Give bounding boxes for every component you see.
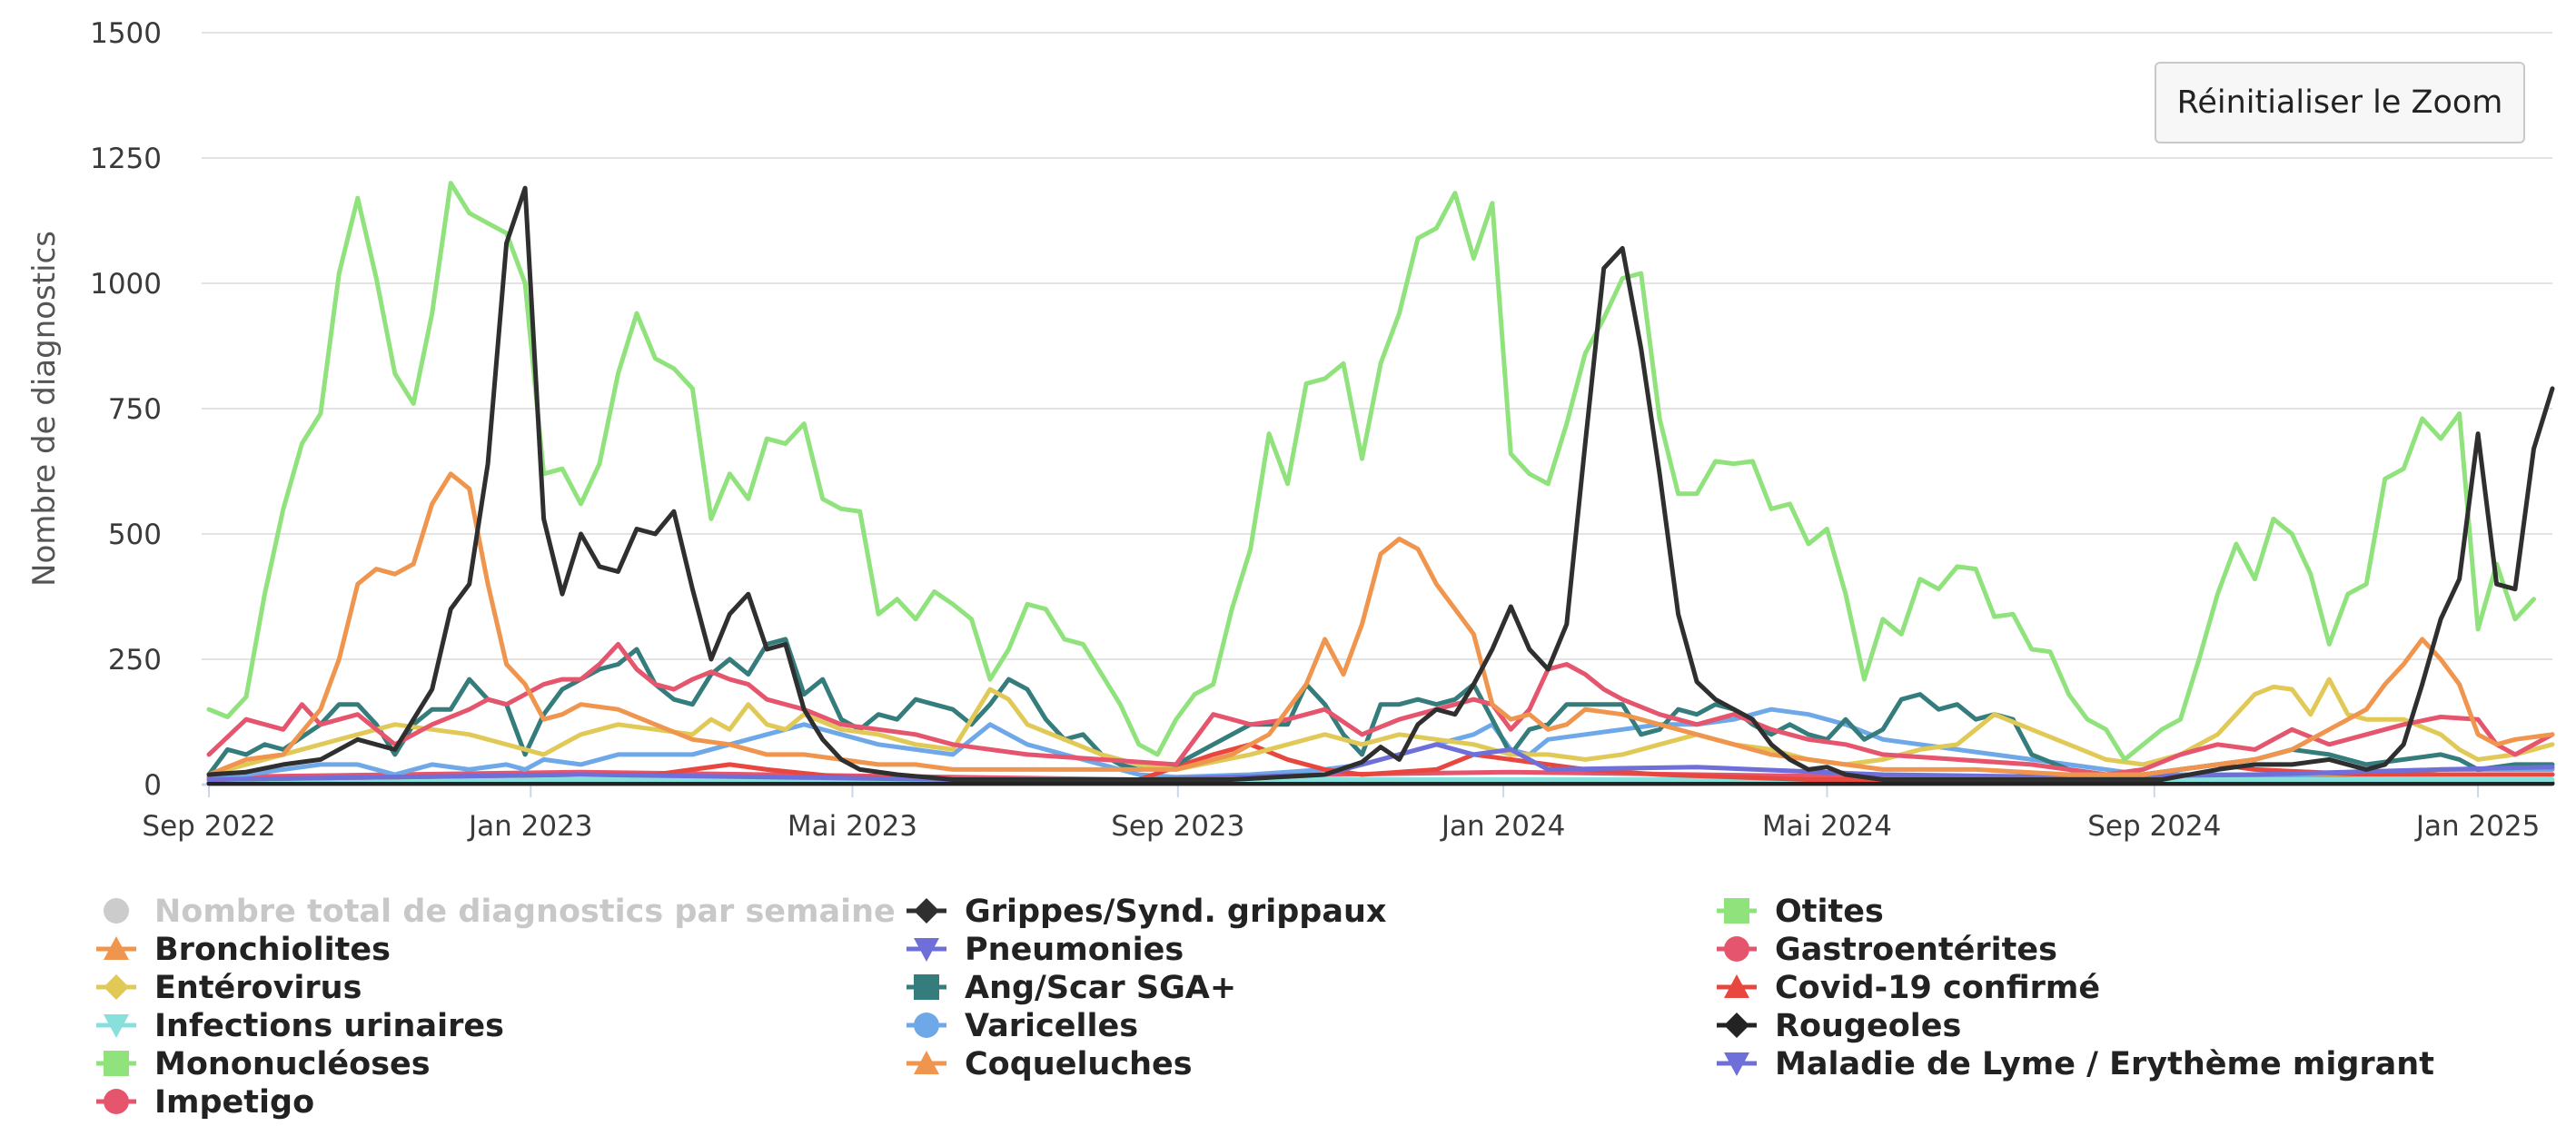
legend-marker-circle: [914, 1013, 939, 1038]
legend-marker-triangle: [104, 936, 129, 960]
legend-item-gastroenterites[interactable]: Gastroentérites: [1717, 932, 2057, 968]
legend-label: Coqueluches: [965, 1046, 1193, 1082]
legend: Nombre total de diagnostics par semaine G…: [96, 894, 2434, 1121]
x-tick-label: Jan 2024: [1440, 810, 1566, 843]
x-axis: Sep 2022 Jan 2023 Mai 2023 Sep 2023 Jan 2024…: [142, 783, 2552, 843]
legend-item-varicelles[interactable]: Varicelles: [907, 1008, 1138, 1044]
legend-label: Bronchiolites: [154, 932, 391, 968]
legend-label: Entérovirus: [154, 970, 362, 1006]
series-line-otites: [206, 181, 2536, 762]
legend-label: Otites: [1775, 894, 1884, 930]
series-line-gastroenterites: [206, 641, 2555, 777]
legend-label: Pneumonies: [965, 932, 1184, 968]
y-axis-ticks: 0 250 500 750 1000 1250 1500: [90, 17, 162, 802]
x-tick-label: Jan 2023: [467, 810, 593, 843]
legend-marker-circle: [1724, 936, 1749, 962]
y-tick-label: 1250: [90, 143, 162, 175]
legend-item-infections-urinaires[interactable]: Infections urinaires: [96, 1008, 504, 1044]
y-tick-label: 750: [108, 393, 162, 426]
x-tick-label: Mai 2024: [1762, 810, 1892, 843]
x-tick-label: Sep 2023: [1111, 810, 1244, 843]
legend-marker-square: [914, 974, 939, 1000]
legend-marker-diamond: [914, 898, 939, 924]
y-tick-label: 1000: [90, 268, 162, 301]
legend-marker-triangle-down: [1724, 1052, 1749, 1076]
legend-item-impetigo[interactable]: Impetigo: [96, 1084, 314, 1121]
x-tick-label: Sep 2024: [2087, 810, 2221, 843]
plot-area: [206, 181, 2555, 786]
legend-label: Rougeoles: [1775, 1008, 1961, 1044]
legend-marker-square: [104, 1051, 129, 1076]
legend-label: Infections urinaires: [154, 1008, 504, 1044]
legend-item-nombre-total-de-diagnostics-par-semaine[interactable]: Nombre total de diagnostics par semaine: [104, 894, 896, 930]
legend-item-otites[interactable]: Otites: [1717, 894, 1884, 930]
legend-item-rougeoles[interactable]: Rougeoles: [1717, 1008, 1961, 1044]
legend-item-bronchiolites[interactable]: Bronchiolites: [96, 932, 391, 968]
legend-label: Nombre total de diagnostics par semaine: [154, 894, 896, 930]
legend-item-grippes-synd-grippaux[interactable]: Grippes/Synd. grippaux: [907, 894, 1387, 930]
reset-zoom-button[interactable]: Réinitialiser le Zoom: [2155, 62, 2525, 143]
legend-marker-triangle: [914, 1051, 939, 1074]
series-line-bronchiolites: [206, 471, 2555, 777]
y-tick-label: 250: [108, 644, 162, 677]
legend-marker-triangle-down: [914, 938, 939, 962]
legend-label: Gastroentérites: [1775, 932, 2057, 968]
series-line-enterovirus: [206, 677, 2555, 777]
legend-marker-diamond: [104, 974, 129, 1000]
legend-label: Maladie de Lyme / Erythème migrant: [1775, 1046, 2434, 1082]
legend-label: Ang/Scar SGA+: [965, 970, 1236, 1006]
y-tick-label: 500: [108, 519, 162, 551]
legend-item-enterovirus[interactable]: Entérovirus: [96, 970, 362, 1006]
legend-item-coqueluches[interactable]: Coqueluches: [907, 1046, 1193, 1082]
legend-marker-triangle-down: [104, 1014, 129, 1038]
x-tick-label: Mai 2023: [788, 810, 917, 843]
legend-marker-square: [1724, 898, 1749, 924]
legend-label: Mononucléoses: [154, 1046, 431, 1082]
legend-marker-triangle: [1724, 974, 1749, 998]
legend-marker-diamond: [1724, 1013, 1749, 1038]
legend-item-pneumonies[interactable]: Pneumonies: [907, 932, 1184, 968]
legend-label: Impetigo: [154, 1084, 314, 1121]
y-grid-lines: [202, 32, 2552, 785]
series-line-varicelles: [206, 706, 2555, 780]
legend-marker-circle: [104, 1089, 129, 1114]
y-tick-label: 1500: [90, 17, 162, 50]
series-line-grippes-synd-grippaux: [206, 185, 2555, 782]
legend-marker-circle: [104, 898, 129, 924]
x-tick-label: Jan 2025: [2414, 810, 2541, 843]
x-tick-label: Sep 2022: [142, 810, 275, 843]
legend-item-mononucleoses[interactable]: Mononucléoses: [96, 1046, 431, 1082]
legend-label: Grippes/Synd. grippaux: [965, 894, 1387, 930]
legend-item-covid-19-confirme[interactable]: Covid-19 confirmé: [1717, 970, 2100, 1006]
y-axis-label: Nombre de diagnostics: [26, 231, 63, 587]
legend-label: Covid-19 confirmé: [1775, 970, 2100, 1006]
y-tick-label: 0: [144, 769, 162, 802]
legend-item-ang-scar-sga[interactable]: Ang/Scar SGA+: [907, 970, 1236, 1006]
legend-label: Varicelles: [965, 1008, 1138, 1044]
legend-item-maladie-de-lyme-erytheme-migrant[interactable]: Maladie de Lyme / Erythème migrant: [1717, 1046, 2434, 1082]
